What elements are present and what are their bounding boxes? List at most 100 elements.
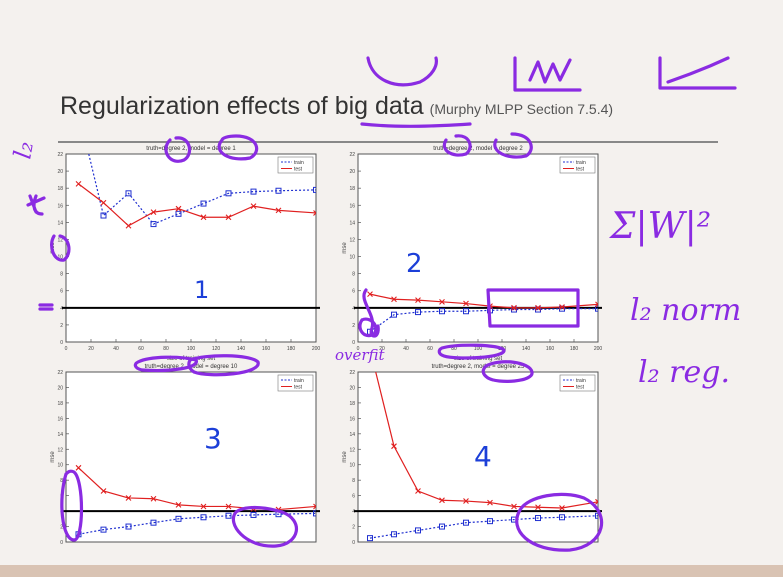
y-tick-label: 8	[352, 272, 355, 278]
y-tick-label: 8	[60, 272, 63, 278]
series-line-test	[375, 372, 598, 509]
legend-label-test: test	[294, 167, 303, 173]
oval-panel3-left	[60, 469, 84, 542]
y-tick-label: 20	[349, 385, 355, 391]
x-tick-label: 180	[287, 346, 296, 352]
test-point	[225, 503, 232, 510]
train-point	[175, 515, 182, 522]
test-point	[415, 297, 421, 304]
slide-subtitle: (Murphy MLPP Section 7.5.4)	[429, 101, 614, 117]
y-tick-label: 18	[57, 186, 63, 192]
x-tick-label: 140	[522, 346, 531, 352]
circle-panel2-left	[358, 317, 378, 338]
test-point	[175, 502, 182, 508]
test-point	[125, 222, 132, 229]
x-tick-label: 180	[570, 346, 579, 352]
y-tick-label: 14	[57, 220, 63, 226]
train-point	[415, 309, 421, 316]
y-tick-label: 20	[57, 385, 63, 391]
train-point	[439, 308, 445, 315]
y-tick-label: 0	[60, 340, 63, 346]
train-point	[313, 186, 316, 193]
sketch-curve-1	[366, 56, 438, 87]
plot-area	[357, 153, 599, 343]
chart-panel-1: truth=degree 2, model = degree 102468101…	[50, 146, 320, 362]
series-line-test	[78, 183, 316, 227]
test-point	[200, 503, 207, 510]
legend-label-train: train	[294, 378, 304, 384]
chart-panel-4: truth=degree 2, model = degree 25 0 2 4 6 8 10…	[342, 364, 602, 546]
train-point	[150, 519, 157, 526]
test-point	[150, 495, 157, 502]
test-point	[150, 209, 157, 215]
series-line-train	[78, 512, 316, 535]
y-tick-label: 18	[349, 401, 355, 407]
x-tick-label: 40	[113, 346, 119, 352]
train-point	[559, 305, 565, 312]
x-tick-label: 140	[237, 346, 246, 352]
test-point	[75, 464, 82, 471]
legend-label-test: test	[576, 167, 585, 173]
test-point	[511, 304, 517, 311]
series-group	[367, 372, 598, 542]
test-point	[175, 205, 182, 212]
test-point	[100, 199, 107, 206]
train-point	[225, 190, 232, 197]
y-tick-label: 14	[57, 432, 63, 438]
sketch-axes-3	[658, 56, 737, 90]
x-tick-label: 120	[212, 346, 221, 352]
squiggle-panel2	[362, 288, 380, 338]
plot-area	[65, 153, 317, 343]
x-tick-label: 20	[379, 346, 385, 352]
legend-label-test: test	[576, 385, 585, 391]
legend-label-test: test	[294, 385, 303, 391]
title-underline	[360, 122, 472, 128]
series-group	[75, 154, 316, 229]
sketch-axes-2	[513, 56, 582, 92]
y-tick-label: 8	[352, 478, 355, 484]
train-point	[391, 311, 397, 318]
circle-mse-label	[50, 234, 71, 262]
x-tick-label: 60	[138, 346, 144, 352]
y-tick-label: 6	[352, 289, 355, 295]
test-point	[535, 304, 541, 311]
oval-truth-3	[133, 355, 198, 373]
y-axis-label: mse	[342, 242, 348, 254]
test-point	[487, 499, 493, 506]
train-point	[535, 306, 541, 313]
train-point	[559, 514, 565, 521]
test-point	[391, 443, 397, 450]
overfit-label: overfit	[335, 346, 386, 364]
panel-number-4: 4	[474, 440, 492, 473]
page-title: Regularization effects of big data (Murph…	[60, 92, 613, 121]
x-tick-label: 80	[451, 346, 457, 352]
train-point	[250, 188, 257, 195]
train-point	[439, 523, 445, 530]
y-tick-label: 18	[57, 401, 63, 407]
oval-training-set	[437, 343, 506, 360]
y-tick-label: 0	[352, 540, 355, 546]
series-line-train	[369, 515, 598, 539]
y-tick-label: 12	[57, 237, 63, 243]
oval-model-4	[481, 360, 534, 383]
train-point	[367, 535, 373, 542]
y-tick-label: 16	[349, 416, 355, 422]
chart-title: truth=degree 2, model = degree 2	[433, 146, 523, 152]
y-tick-label: 4	[352, 509, 355, 515]
train-point	[463, 308, 469, 315]
y-tick-label: 14	[349, 220, 355, 226]
legend-label-train: train	[294, 160, 304, 166]
train-point	[250, 511, 257, 518]
test-point	[439, 497, 445, 504]
sketch-curve-3	[666, 56, 730, 84]
circle-deg-3	[442, 134, 472, 157]
plot-area	[65, 371, 317, 543]
test-point	[250, 203, 257, 210]
train-point	[511, 306, 517, 313]
test-point	[225, 214, 232, 221]
panel-number-1: 1	[194, 276, 209, 304]
circle-deg-1	[164, 136, 192, 163]
legend-label-train: train	[576, 160, 586, 166]
series-line-train	[88, 154, 316, 225]
